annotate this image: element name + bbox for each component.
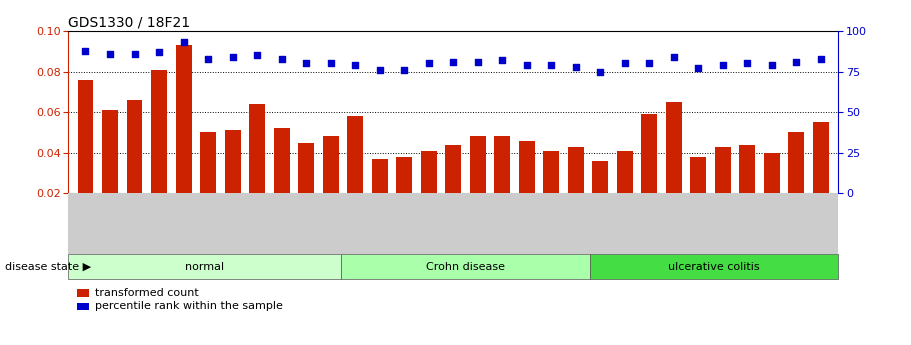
Point (495, 58, 509, 63)
Point (274, 56, 289, 61)
Point (618, 61, 632, 66)
Bar (666, 102, 681, 234)
Text: percentile rank within the sample: percentile rank within the sample (95, 302, 282, 311)
Point (225, 54, 240, 60)
Bar (200, 132, 216, 234)
Bar (421, 151, 436, 234)
Text: ulcerative colitis: ulcerative colitis (668, 262, 760, 272)
Point (716, 62, 731, 68)
Bar (495, 136, 510, 234)
Point (740, 61, 754, 66)
Bar (715, 147, 731, 234)
Bar (151, 70, 167, 234)
Bar (764, 152, 780, 234)
Bar (470, 136, 486, 234)
Text: transformed count: transformed count (95, 288, 199, 298)
Bar (249, 104, 265, 234)
Point (200, 56, 215, 61)
Bar (518, 140, 535, 234)
Bar (77, 80, 94, 234)
Point (373, 67, 387, 73)
Bar (691, 157, 706, 234)
Bar (273, 128, 290, 234)
Bar (396, 157, 412, 234)
Point (422, 61, 436, 66)
Point (642, 61, 657, 66)
Bar (298, 142, 314, 234)
Point (446, 59, 460, 65)
Bar (372, 159, 388, 234)
Bar (445, 145, 461, 234)
Text: disease state ▶: disease state ▶ (5, 262, 91, 272)
Point (691, 66, 706, 71)
Point (348, 62, 363, 68)
Bar (641, 114, 658, 234)
Text: normal: normal (185, 262, 224, 272)
Point (470, 59, 485, 65)
Bar (617, 151, 633, 234)
Bar (225, 130, 241, 234)
Bar (543, 151, 559, 234)
Point (250, 52, 264, 58)
Point (176, 40, 190, 45)
Point (299, 61, 313, 66)
Text: Crohn disease: Crohn disease (426, 262, 505, 272)
Point (519, 62, 534, 68)
Point (544, 62, 558, 68)
Point (593, 69, 608, 74)
Bar (568, 147, 584, 234)
Bar (176, 45, 191, 234)
Point (814, 56, 828, 61)
Point (323, 61, 338, 66)
Point (78, 48, 93, 53)
Point (568, 64, 583, 69)
Text: GDS1330 / 18F21: GDS1330 / 18F21 (68, 16, 190, 30)
Point (667, 54, 681, 60)
Bar (322, 136, 339, 234)
Point (764, 62, 779, 68)
Point (789, 59, 804, 65)
Bar (789, 132, 804, 234)
Point (103, 51, 118, 57)
Bar (347, 116, 363, 234)
Bar (102, 110, 118, 234)
Bar (813, 122, 829, 234)
Point (152, 49, 167, 55)
Bar (127, 100, 142, 234)
Point (128, 51, 142, 57)
Bar (740, 145, 755, 234)
Bar (592, 161, 609, 234)
Point (397, 67, 412, 73)
